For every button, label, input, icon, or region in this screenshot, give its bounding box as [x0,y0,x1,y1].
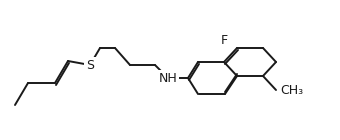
Text: S: S [86,59,94,72]
Text: F: F [220,34,227,47]
Text: CH₃: CH₃ [280,83,303,96]
Text: NH: NH [159,72,177,85]
